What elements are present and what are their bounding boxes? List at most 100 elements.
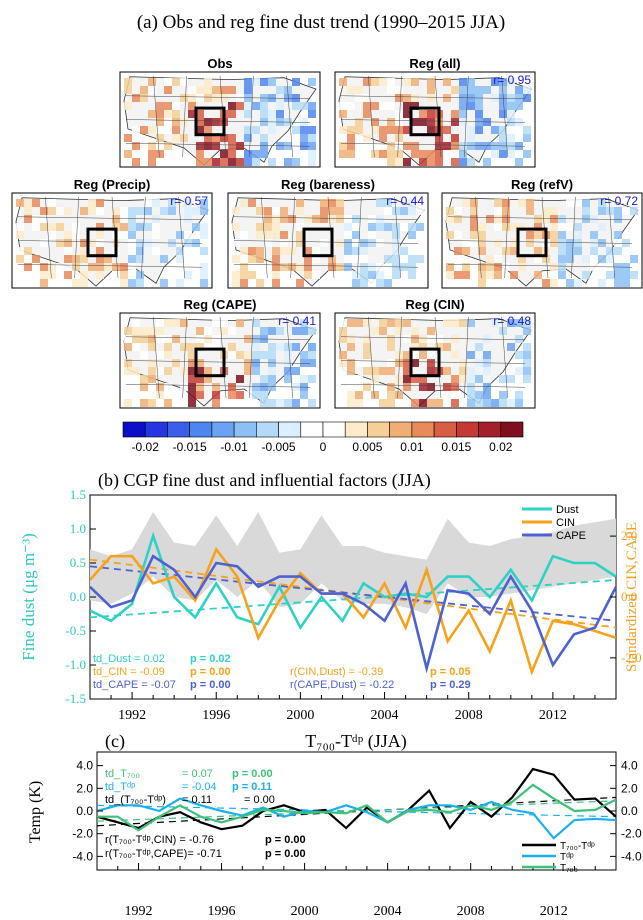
map-cell — [32, 255, 40, 263]
map-cell — [308, 110, 316, 118]
map-cell — [515, 335, 523, 343]
map-cell — [446, 207, 454, 215]
map-cell — [347, 86, 355, 94]
map-cell — [128, 215, 136, 223]
map-cell — [168, 199, 176, 207]
map-cell — [494, 215, 502, 223]
series-2 — [97, 783, 616, 832]
map-cell — [630, 271, 638, 279]
map-cell — [371, 150, 379, 158]
map-cell — [427, 78, 435, 86]
legend-diff-label: T₇₀₀-Tᵈᵖ — [560, 841, 595, 852]
map-cell — [494, 255, 502, 263]
map-cell — [507, 375, 515, 383]
map-cell — [395, 94, 403, 102]
colorbar-cell — [144, 421, 168, 438]
map-cell — [606, 255, 614, 263]
map-cell — [204, 78, 212, 86]
map-cell — [523, 359, 531, 367]
map-cell — [328, 279, 336, 287]
map-boundary — [182, 75, 187, 158]
map-boundary — [394, 196, 401, 279]
stat-td-cape: td_CAPE = -0.07 — [93, 679, 176, 691]
map-cell — [160, 279, 168, 287]
map-cell — [164, 102, 172, 110]
map-cell — [454, 215, 462, 223]
map-cell — [308, 142, 316, 150]
map-cell — [347, 367, 355, 375]
map-cell — [104, 255, 112, 263]
map-cell — [435, 343, 443, 351]
map-cell — [24, 199, 32, 207]
colorbar-tick-label: 0.005 — [352, 440, 382, 454]
map-cell — [260, 391, 268, 399]
map-boundary — [340, 143, 526, 147]
map-cell — [164, 78, 172, 86]
map-cell — [88, 239, 96, 247]
map-cell — [48, 199, 56, 207]
map-cell — [360, 239, 368, 247]
map-cell — [304, 255, 312, 263]
map-cell — [196, 367, 204, 375]
ytick-label: 0.5 — [70, 555, 86, 570]
map-cell — [411, 375, 419, 383]
map-cell — [56, 263, 64, 271]
map-cell — [308, 327, 316, 335]
map-cell — [292, 343, 300, 351]
map-cell — [395, 351, 403, 359]
map-cell — [371, 375, 379, 383]
map-cell — [483, 391, 491, 399]
map-cell — [196, 375, 204, 383]
map-cell — [403, 367, 411, 375]
map-cell — [403, 126, 411, 134]
map-cell — [363, 78, 371, 86]
map-cell — [510, 223, 518, 231]
map-cell — [395, 375, 403, 383]
map-cell — [312, 215, 320, 223]
map-cell — [451, 383, 459, 391]
map-cell — [260, 375, 268, 383]
map-cell — [515, 391, 523, 399]
map-cell — [352, 239, 360, 247]
map-cell — [204, 375, 212, 383]
map-cell — [395, 118, 403, 126]
map-cell — [184, 215, 192, 223]
map-cell — [408, 255, 416, 263]
map-cell — [124, 367, 132, 375]
map-cell — [328, 263, 336, 271]
map-cell — [475, 399, 483, 407]
map-cell — [566, 223, 574, 231]
map-cell — [260, 399, 268, 407]
map-cell — [515, 102, 523, 110]
map-cell — [308, 134, 316, 142]
map-cell — [486, 215, 494, 223]
map-cell — [140, 142, 148, 150]
map-cell — [371, 102, 379, 110]
map-cell — [156, 102, 164, 110]
map-cell — [443, 78, 451, 86]
map-cell — [264, 239, 272, 247]
colorbar-tick-label: 0 — [320, 440, 327, 454]
ytick-right-label: -2.0 — [621, 827, 642, 841]
map-boundary — [182, 316, 187, 399]
map-cell — [220, 158, 228, 166]
xtick-label: 2000 — [286, 708, 314, 723]
map-cell — [502, 207, 510, 215]
map-cell — [212, 94, 220, 102]
map-cell — [272, 247, 280, 255]
map-cell — [507, 118, 515, 126]
map-cell — [212, 86, 220, 94]
map-cell — [300, 327, 308, 335]
map-cell — [427, 399, 435, 407]
map-cell — [419, 158, 427, 166]
map-cell — [260, 134, 268, 142]
map-cell — [459, 319, 467, 327]
map-cell — [352, 247, 360, 255]
map-cell — [574, 279, 582, 287]
map-cell — [355, 158, 363, 166]
map-cell — [64, 255, 72, 263]
map-cell — [164, 110, 172, 118]
map-cell — [486, 255, 494, 263]
map-cell — [344, 263, 352, 271]
map-cell — [502, 215, 510, 223]
